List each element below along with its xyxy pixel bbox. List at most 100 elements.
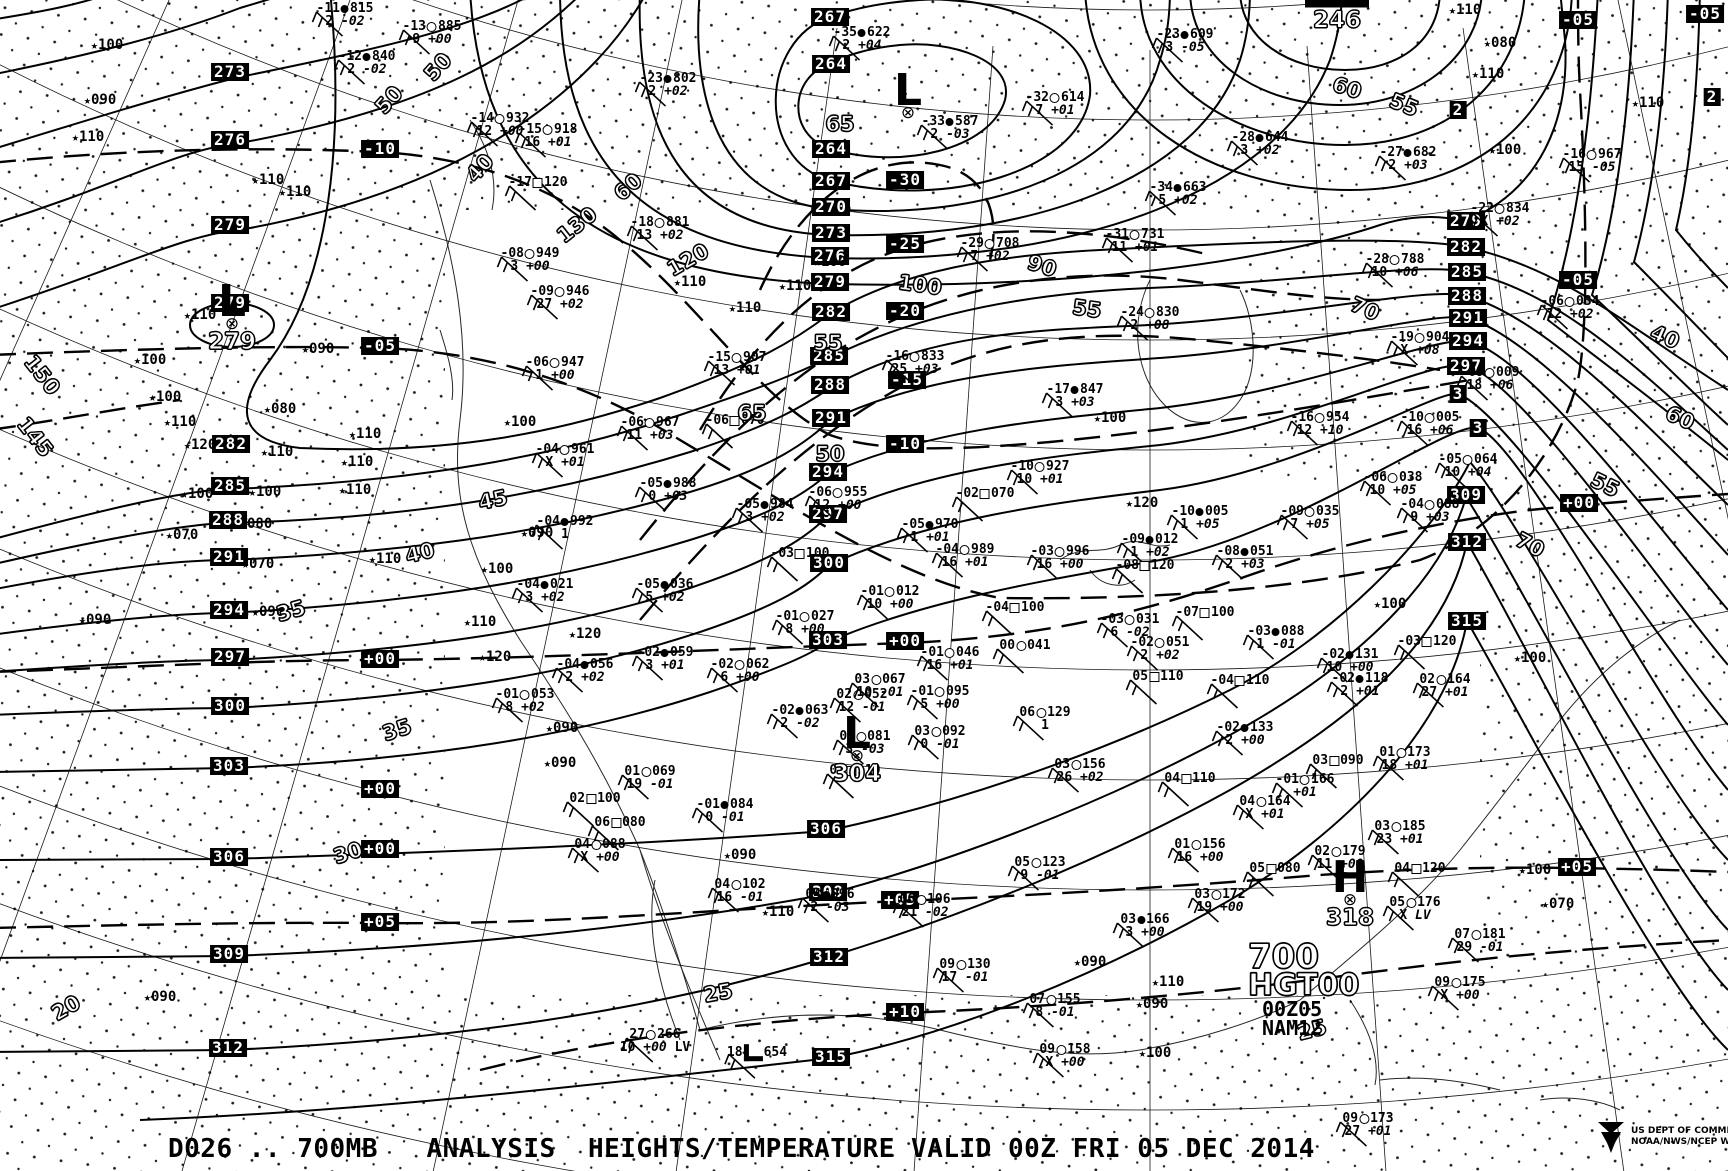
star-value-label: ★100 xyxy=(180,486,214,502)
station-height-change: +02 xyxy=(560,297,584,313)
star-icon: ★ xyxy=(263,402,271,416)
star-value-label: ★100 xyxy=(1373,596,1407,612)
station-height-change: +01 xyxy=(950,658,974,674)
station-dewdep: 17 xyxy=(941,970,958,986)
station-symbol xyxy=(1390,254,1400,265)
pressure-center-letter: L xyxy=(893,65,923,116)
station-plot: -29 708 7 +02 xyxy=(957,237,1019,272)
station-height-change: +00 xyxy=(428,32,452,48)
station-height: 927 xyxy=(1046,459,1070,475)
station-height-change: +08 xyxy=(1146,318,1170,334)
height-contour-label: 3 xyxy=(1469,419,1487,437)
star-value-label: ★110 xyxy=(163,414,197,430)
station-symbol xyxy=(1272,627,1280,636)
station-plot: -16 967 15 -05 xyxy=(1559,148,1621,183)
station-height: 158 xyxy=(1067,1042,1091,1058)
station-height-change: +02 xyxy=(1174,193,1198,209)
station-plot: 03 090 xyxy=(1305,754,1364,789)
station-plot: -01 084 0 -01 xyxy=(692,798,753,833)
station-symbol xyxy=(732,352,742,363)
star-icon: ★ xyxy=(368,552,376,566)
station-height: 173 xyxy=(1370,1111,1394,1127)
station-plot: -01 046 16 +01 xyxy=(917,646,979,681)
station-plot: -23 609 3 -05 xyxy=(1152,28,1213,63)
station-height-change: +00 xyxy=(526,259,550,275)
star-value-label: ★090 xyxy=(143,989,177,1005)
height-contour-label: 297 xyxy=(1447,357,1485,375)
station-dewdep: 3 xyxy=(745,510,754,526)
station-dewdep: 2 xyxy=(1140,648,1149,664)
station-height: 102 xyxy=(742,877,766,893)
station-plot: -28 788 10 +06 xyxy=(1362,253,1424,288)
station-plot: -08 120 xyxy=(1112,559,1174,594)
station-plot: -35 622 2 +04 xyxy=(829,26,890,61)
station-height-change: +04 xyxy=(1468,465,1492,481)
station-symbol xyxy=(1305,506,1315,517)
station-plot: -22 834 X +02 xyxy=(1467,202,1529,237)
station-height-change: +01 xyxy=(1404,758,1429,774)
station-height-change: +01 xyxy=(1444,685,1469,701)
station-height: 614 xyxy=(1061,90,1085,106)
star-icon: ★ xyxy=(148,390,156,404)
star-icon: ★ xyxy=(778,279,786,293)
station-height: 654 xyxy=(763,1045,788,1061)
star-value-label: ★100 xyxy=(1093,410,1127,426)
pressure-center-letter: L xyxy=(842,708,872,759)
station-symbol xyxy=(664,479,672,488)
station-dewdep: X xyxy=(1245,807,1254,823)
station-plot: 03 067 10 -01 xyxy=(847,673,906,708)
station-height: 164 xyxy=(1267,794,1291,810)
station-symbol xyxy=(661,580,669,589)
star-value-label: ★090 xyxy=(543,755,577,771)
station-symbol xyxy=(1256,133,1264,142)
station-height: 012 xyxy=(896,584,920,600)
star-value-label: ★100 xyxy=(248,484,282,500)
station-symbol xyxy=(550,357,560,368)
station-plot: -17 120 xyxy=(505,176,567,211)
star-value-label: ★110 xyxy=(673,274,707,290)
station-dewdep: 10 xyxy=(1369,483,1386,499)
station-symbol xyxy=(533,177,543,188)
station-temp: 18 xyxy=(726,1045,743,1061)
station-height: 181 xyxy=(1482,927,1506,943)
star-value-label: ★100 xyxy=(480,561,514,577)
pressure-center-value: 318 xyxy=(1325,904,1375,931)
station-plot: -10 005 16 +06 xyxy=(1397,411,1459,446)
star-icon: ★ xyxy=(1483,36,1491,50)
station-symbol xyxy=(1050,92,1060,103)
station-plot: 04 088 X +00 xyxy=(567,838,626,873)
station-plot: -09 012 1 +02 xyxy=(1117,533,1178,568)
station-plot: -10 927 10 +01 xyxy=(1007,459,1070,495)
star-icon: ★ xyxy=(340,455,348,469)
height-contour-label: 303 xyxy=(809,631,847,649)
station-symbol xyxy=(730,415,740,426)
station-symbol xyxy=(1425,499,1435,510)
height-contour-label: 315 xyxy=(1448,612,1486,630)
isotherm-label: +05 xyxy=(361,913,399,931)
star-value-label: ★090 xyxy=(301,341,335,357)
station-height: 955 xyxy=(844,485,868,501)
star-icon: ★ xyxy=(545,721,553,735)
station-height: 095 xyxy=(946,684,970,700)
station-symbol xyxy=(1191,839,1202,850)
station-symbol xyxy=(1035,461,1045,472)
pressure-center: L ⊗ 279 xyxy=(207,280,256,356)
station-symbol xyxy=(858,28,866,37)
station-height-change: -03 xyxy=(946,127,970,143)
station-plot: -06 038 10 +05 xyxy=(1360,471,1422,506)
station-temp: -03 xyxy=(770,546,794,562)
coastlines xyxy=(429,119,1681,1111)
star-value-label: ★070 xyxy=(1541,896,1575,912)
station-height-change: +02 xyxy=(521,700,545,716)
station-plot: -01 095 5 +00 xyxy=(907,684,970,720)
station-symbol xyxy=(1031,857,1042,868)
station-dewdep: 16 xyxy=(1406,423,1423,439)
station-symbol xyxy=(985,238,995,249)
station-symbol xyxy=(1241,723,1249,732)
star-icon: ★ xyxy=(520,526,528,540)
station-height-change: +01 xyxy=(661,658,685,674)
station-symbol xyxy=(1174,183,1182,192)
pressure-center: 246 xyxy=(1305,0,1369,34)
